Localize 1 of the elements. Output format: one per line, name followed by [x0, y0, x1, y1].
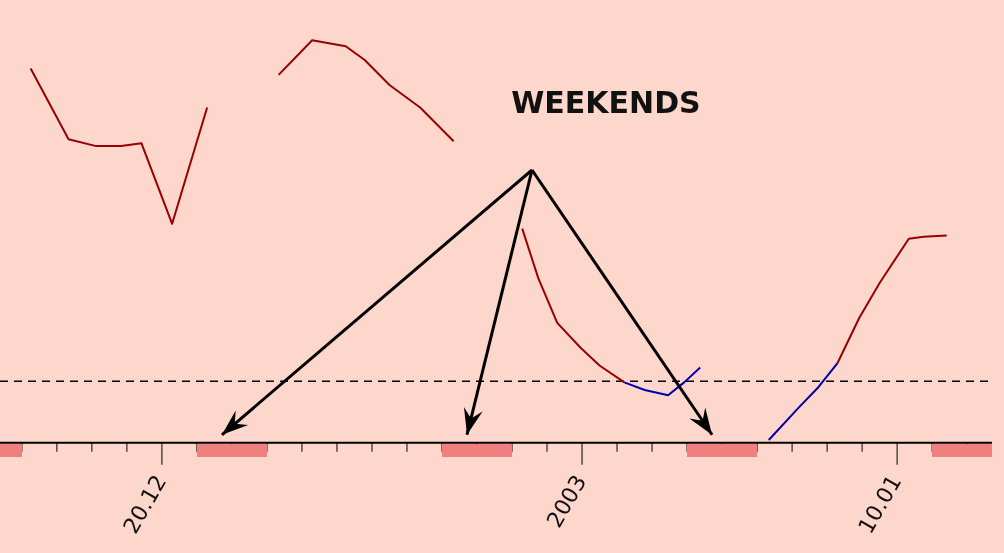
- annotation: WEEKENDS: [511, 84, 701, 120]
